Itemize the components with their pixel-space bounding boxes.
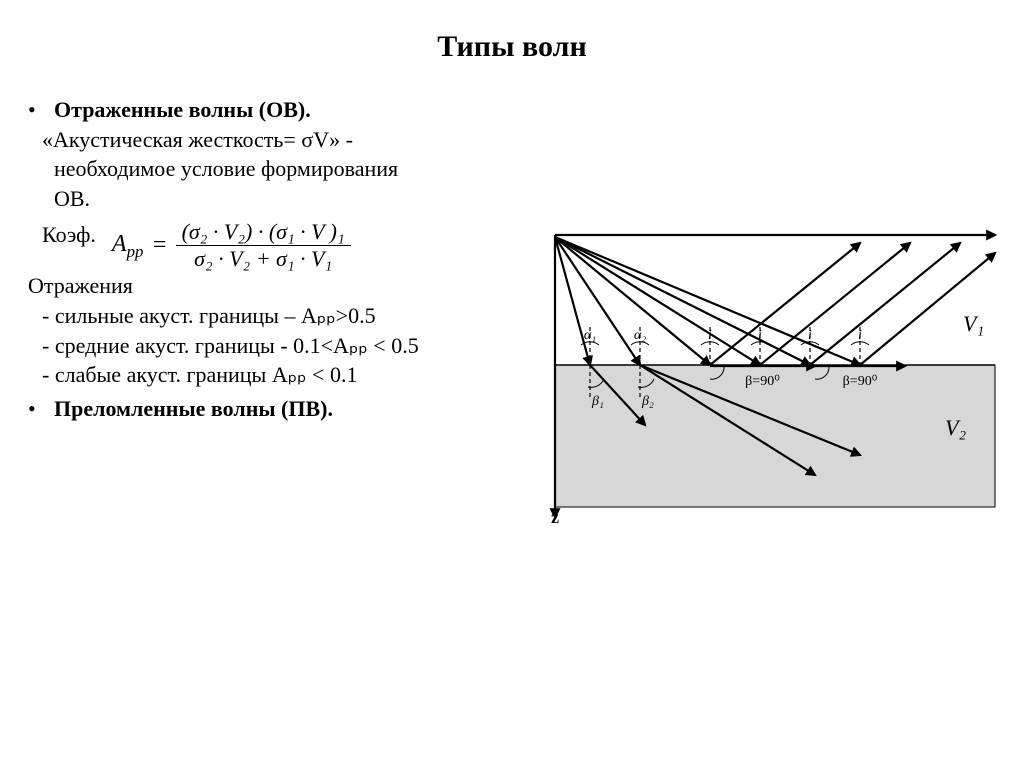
acoustic-line-2: необходимое условие формирования (54, 154, 528, 184)
svg-text:α₁: α₁ (584, 328, 596, 343)
coef-label: Коэф. (42, 220, 96, 250)
page-title: Типы волн (0, 0, 1024, 64)
reflection-label: Отражения (28, 271, 528, 301)
weak-boundary-line: - слабые акуст. границы Аₚₚ < 0.1 (42, 360, 528, 390)
svg-text:z: z (551, 507, 559, 525)
bullet-dot-icon: • (28, 394, 54, 424)
bullet-reflected: • Отраженные волны (ОВ). (28, 95, 528, 125)
acoustic-line-3: ОВ. (54, 184, 528, 214)
formula-eq: = (151, 229, 167, 261)
medium-boundary-line: - средние акуст. границы - 0.1<Аₚₚ < 0.5 (42, 331, 528, 361)
svg-text:i: i (808, 328, 812, 343)
formula-row: Коэф. App = (σ₂ · V₂) · (σ₁ · V )₁ σ₂ · … (28, 220, 528, 271)
formula-fraction: (σ₂ · V₂) · (σ₁ · V )₁ σ₂ · V₂ + σ₁ · V₁ (176, 220, 351, 271)
formula-den: σ₂ · V₂ + σ₁ · V₁ (188, 246, 338, 271)
formula-lhs-sub: pp (127, 242, 144, 261)
formula: App = (σ₂ · V₂) · (σ₁ · V )₁ σ₂ · V₂ + σ… (112, 220, 351, 271)
svg-text:i: i (708, 328, 712, 343)
svg-text:V₁: V₁ (963, 311, 984, 336)
svg-text:β=90⁰: β=90⁰ (745, 374, 780, 389)
acoustic-line-1: «Акустическая жесткость= σV» - (42, 125, 528, 155)
bullet-refracted: • Преломленные волны (ПВ). (28, 394, 528, 424)
svg-text:V₂: V₂ (945, 415, 966, 440)
wave-diagram: α₁ α₂ i i i i β₁ β₂ β=90⁰ β=90⁰ V₁ V₂ z (525, 225, 1005, 525)
bullet1-heading: Отраженные волны (ОВ). (54, 95, 311, 125)
formula-lhs: A (112, 231, 127, 257)
bullet2-heading: Преломленные волны (ПВ). (54, 394, 333, 424)
bullet-dot-icon: • (28, 95, 54, 125)
strong-boundary-line: - сильные акуст. границы – Аₚₚ>0.5 (42, 301, 528, 331)
svg-text:α₂: α₂ (634, 328, 646, 343)
svg-text:β₁: β₁ (591, 394, 604, 409)
formula-num: (σ₂ · V₂) · (σ₁ · V )₁ (176, 220, 351, 246)
svg-text:i: i (758, 328, 762, 343)
svg-text:β=90⁰: β=90⁰ (843, 374, 878, 389)
svg-text:β₂: β₂ (641, 394, 654, 409)
text-block: • Отраженные волны (ОВ). «Акустическая ж… (28, 95, 528, 424)
svg-text:i: i (858, 328, 862, 343)
